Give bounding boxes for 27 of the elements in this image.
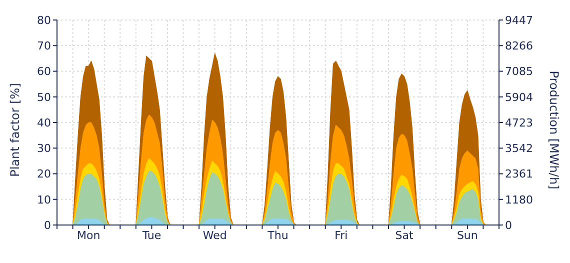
x-tick-label: Sat xyxy=(395,228,414,242)
y-tick-label: 50 xyxy=(37,90,51,104)
y2-tick-label: 9447 xyxy=(505,14,533,27)
y2-tick-label: 5904 xyxy=(505,90,533,104)
y2-axis-title: Production [MWh/h] xyxy=(547,70,561,190)
y2-tick-label: 4723 xyxy=(505,116,533,130)
x-tick-label: Wed xyxy=(202,228,227,242)
y-tick-label: 70 xyxy=(37,40,51,53)
y-axis-title: Plant factor [%] xyxy=(8,83,22,177)
y-tick-label: 0 xyxy=(44,218,51,232)
x-tick-label: Fri xyxy=(334,228,348,242)
y2-tick-label: 7085 xyxy=(505,65,533,78)
y2-tick-label: 8266 xyxy=(505,40,533,53)
y-tick-label: 10 xyxy=(37,193,51,206)
y-tick-label: 60 xyxy=(37,65,51,78)
y-tick-label: 80 xyxy=(37,14,51,27)
y-tick-label: 20 xyxy=(37,168,51,181)
y2-tick-label: 2361 xyxy=(505,168,533,181)
y2-tick-label: 0 xyxy=(505,218,512,232)
y-tick-label: 30 xyxy=(37,142,51,156)
x-tick-label: Mon xyxy=(76,228,100,242)
x-tick-label: Thu xyxy=(266,228,288,242)
x-tick-label: Tue xyxy=(141,228,162,242)
x-tick-label: Sun xyxy=(456,228,478,242)
y2-tick-label: 3542 xyxy=(505,142,533,156)
y-tick-label: 40 xyxy=(37,116,51,130)
y2-tick-label: 1180 xyxy=(505,193,533,206)
